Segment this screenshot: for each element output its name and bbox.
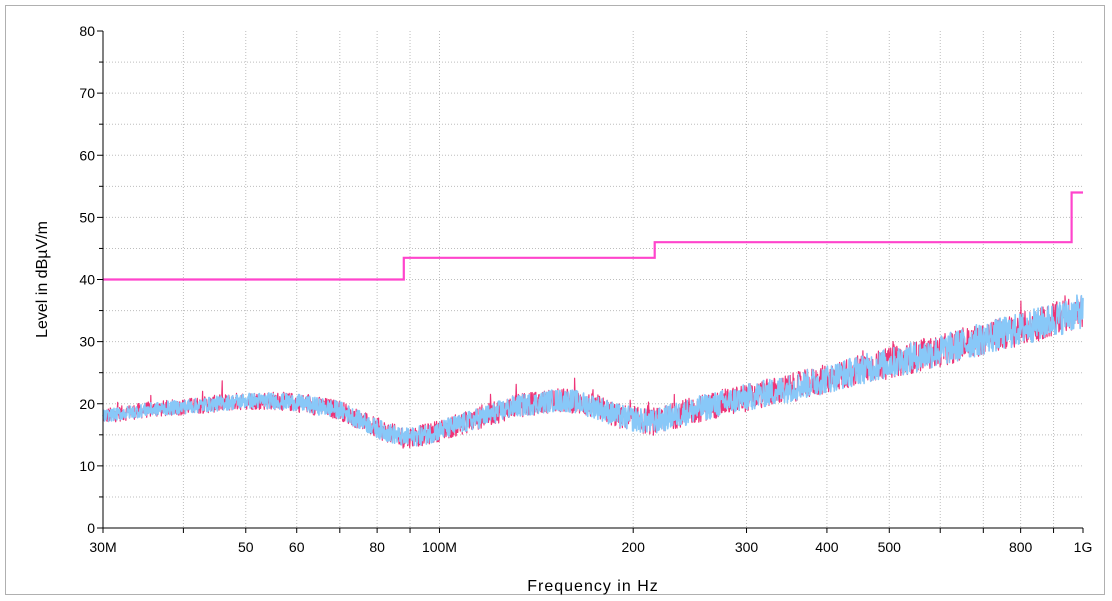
x-tick-label: 200 xyxy=(622,539,646,555)
x-tick-label: 80 xyxy=(369,539,385,555)
x-tick-label: 60 xyxy=(289,539,305,555)
y-tick-label: 80 xyxy=(79,23,95,39)
x-tick-label: 300 xyxy=(735,539,759,555)
y-tick-label: 60 xyxy=(79,147,95,163)
y-tick-label: 40 xyxy=(79,272,95,288)
grid xyxy=(103,31,1083,528)
y-axis-title: Level in dBµV/m xyxy=(34,221,51,338)
series-layer xyxy=(102,191,1084,449)
chart-frame xyxy=(5,5,1105,595)
x-tick-label: 100M xyxy=(422,539,457,555)
x-tick-label: 30M xyxy=(89,539,116,555)
x-tick-label: 1G xyxy=(1074,539,1093,555)
y-tick-label: 70 xyxy=(79,85,95,101)
tick-labels: 0 10 20 30 40 50 60 70 80 30M 50 60 80 100M 200 300 400 5… xyxy=(79,23,1092,555)
y-tick-label: 10 xyxy=(79,458,95,474)
limit-line xyxy=(103,191,1083,281)
x-tick-label: 400 xyxy=(815,539,839,555)
y-tick-label: 50 xyxy=(79,209,95,225)
x-tick-label: 500 xyxy=(878,539,902,555)
x-tick-label: 50 xyxy=(238,539,254,555)
axes xyxy=(97,30,1084,533)
x-axis-title: Frequency in Hz xyxy=(527,578,659,595)
y-tick-label: 30 xyxy=(79,334,95,350)
x-tick-label: 800 xyxy=(1009,539,1033,555)
measurement-trace-blue xyxy=(102,294,1084,447)
y-tick-label: 20 xyxy=(79,396,95,412)
y-tick-label: 0 xyxy=(87,520,95,536)
